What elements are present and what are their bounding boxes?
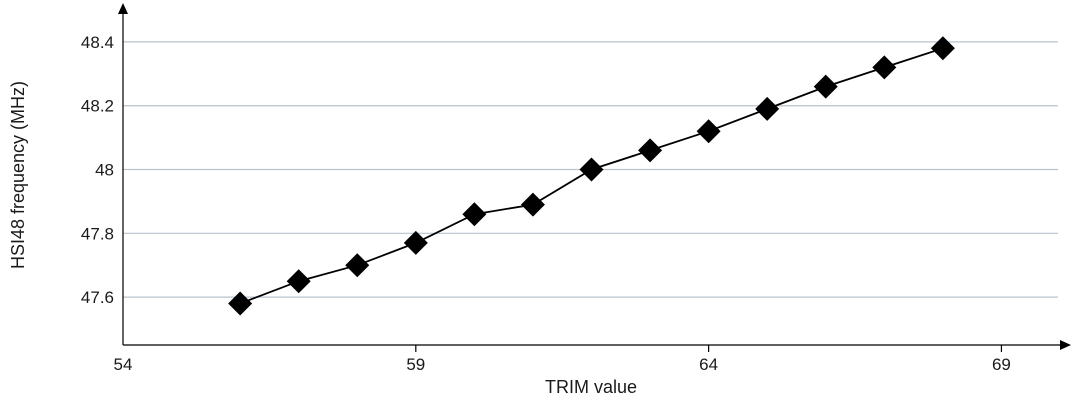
x-ticks: 54 59 64 69 [114, 345, 1011, 374]
y-tick-label: 48.2 [81, 97, 114, 116]
data-point-diamond [813, 74, 838, 99]
data-point-diamond [930, 36, 955, 61]
data-point-diamond [696, 119, 721, 144]
data-point-diamond [462, 202, 487, 227]
data-point-diamond [638, 138, 663, 163]
data-point-diamond [403, 230, 428, 255]
y-tick-label: 47.6 [81, 288, 114, 307]
x-axis-label: TRIM value [545, 377, 637, 397]
y-tick-label: 47.8 [81, 224, 114, 243]
y-tick-label: 48.4 [81, 33, 114, 52]
data-point-diamond [872, 55, 897, 80]
x-tick-label: 64 [699, 355, 718, 374]
data-point-diamond [520, 192, 545, 217]
y-axis-arrow [118, 3, 128, 14]
axes [118, 3, 1071, 350]
data-point-diamond [755, 96, 780, 121]
x-axis-arrow [1060, 340, 1071, 350]
x-tick-label: 54 [114, 355, 133, 374]
y-tick-label: 48 [95, 161, 114, 180]
x-tick-label: 69 [992, 355, 1011, 374]
series-markers [228, 36, 955, 316]
x-tick-label: 59 [406, 355, 425, 374]
y-axis-label: HSI48 frequency (MHz) [8, 81, 28, 269]
data-point-diamond [345, 253, 370, 278]
data-point-diamond [579, 157, 604, 182]
y-tick-labels: 47.6 47.8 48 48.2 48.4 [81, 33, 114, 307]
data-point-diamond [286, 269, 311, 294]
data-point-diamond [228, 291, 253, 316]
